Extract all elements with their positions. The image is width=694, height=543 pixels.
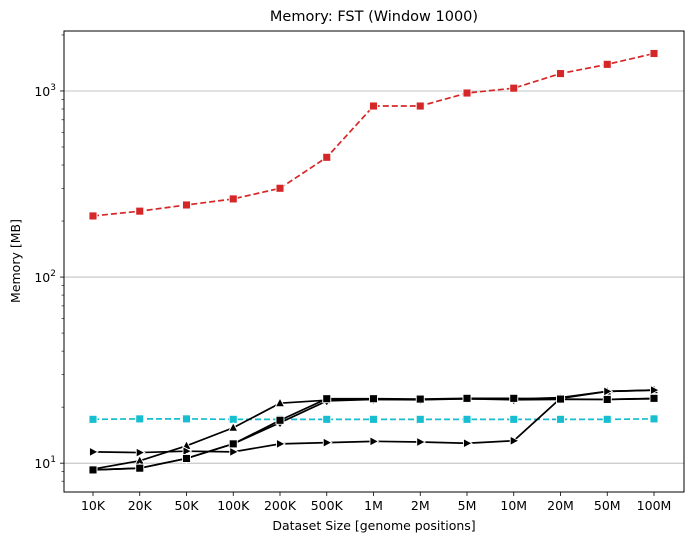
series-line-5: [92, 397, 655, 471]
plot-frame: [63, 30, 685, 493]
point-s5-10: [556, 394, 565, 404]
point-s0-7: [415, 101, 425, 111]
x-tick-label-10: 20M: [547, 498, 574, 513]
point-s1-6: [369, 414, 378, 424]
series-layer: [87, 49, 660, 476]
point-s0-9: [509, 83, 519, 93]
grid-lines: [64, 90, 684, 464]
x-axis: 10K 20K 50K 100K 200K 500K 1M 2M 5M 10M 20M 50M 100M: [81, 492, 671, 513]
point-s1-12: [649, 414, 659, 424]
x-tick-label-11: 50M: [594, 498, 621, 513]
x-axis-title: Dataset Size [genome positions]: [272, 518, 475, 533]
point-s0-3: [228, 194, 238, 204]
x-tick-label-5: 500K: [311, 498, 344, 513]
x-tick-label-6: 1M: [364, 498, 383, 513]
x-tick-label-12: 100M: [637, 498, 672, 513]
point-s0-5: [322, 152, 332, 162]
point-s5-7: [415, 394, 425, 404]
series-line-0: [92, 52, 655, 217]
point-s2-3: [228, 421, 239, 432]
y-tick-label-2: 103: [34, 83, 56, 99]
y-tick-label-0: 101: [34, 455, 56, 471]
point-s5-3: [228, 439, 238, 449]
point-s0-0: [88, 211, 98, 221]
x-tick-label-4: 200K: [264, 498, 297, 513]
point-s1-9: [509, 414, 519, 424]
point-s0-11: [602, 59, 612, 69]
point-s1-2: [182, 414, 191, 424]
x-tick-label-3: 100K: [217, 498, 250, 513]
point-s1-1: [135, 414, 145, 424]
point-s0-12: [649, 49, 659, 58]
point-s1-10: [556, 414, 565, 424]
point-s5-12: [649, 393, 659, 403]
point-s5-0: [88, 465, 98, 475]
point-s3-1: [135, 447, 146, 458]
point-s3-4: [276, 438, 286, 450]
y-axis: 101 102 103: [34, 34, 64, 482]
point-s3-11: [603, 386, 614, 397]
point-s3-12: [650, 384, 660, 396]
point-s5-5: [322, 394, 332, 404]
point-s5-6: [369, 394, 378, 404]
point-s5-4: [275, 415, 285, 425]
x-tick-label-7: 2M: [411, 498, 430, 513]
point-s3-6: [369, 436, 380, 447]
y-axis-title: Memory [MB]: [8, 219, 23, 303]
x-tick-label-8: 5M: [458, 498, 477, 513]
point-s3-0: [89, 446, 99, 458]
point-s0-2: [182, 200, 191, 210]
x-tick-label-0: 10K: [81, 498, 106, 513]
point-s3-9: [509, 435, 520, 446]
x-tick-label-9: 10M: [500, 498, 527, 513]
point-s5-1: [135, 463, 145, 473]
point-s5-11: [602, 394, 612, 404]
series-line-4: [92, 397, 655, 471]
x-tick-label-1: 20K: [128, 498, 153, 513]
point-s0-10: [556, 69, 565, 79]
x-tick-label-2: 50K: [174, 498, 199, 513]
point-s1-5: [322, 414, 332, 424]
point-s0-6: [369, 101, 378, 111]
point-s5-9: [509, 393, 519, 403]
point-s5-8: [462, 393, 472, 403]
y-tick-label-1: 102: [34, 269, 56, 285]
point-s3-7: [416, 436, 427, 448]
point-s3-8: [463, 437, 473, 449]
point-s1-0: [88, 414, 98, 424]
point-s3-3: [229, 446, 240, 458]
point-s3-2: [182, 445, 193, 457]
point-s1-11: [602, 414, 612, 424]
point-s3-5: [322, 437, 333, 448]
point-s0-8: [462, 88, 472, 98]
point-s5-2: [182, 454, 191, 463]
point-s1-8: [462, 414, 472, 424]
point-s0-4: [275, 183, 285, 193]
point-s2-4: [274, 397, 286, 408]
chart-title: Memory: FST (Window 1000): [270, 9, 478, 25]
point-s1-7: [415, 414, 425, 424]
point-s0-1: [135, 206, 145, 216]
